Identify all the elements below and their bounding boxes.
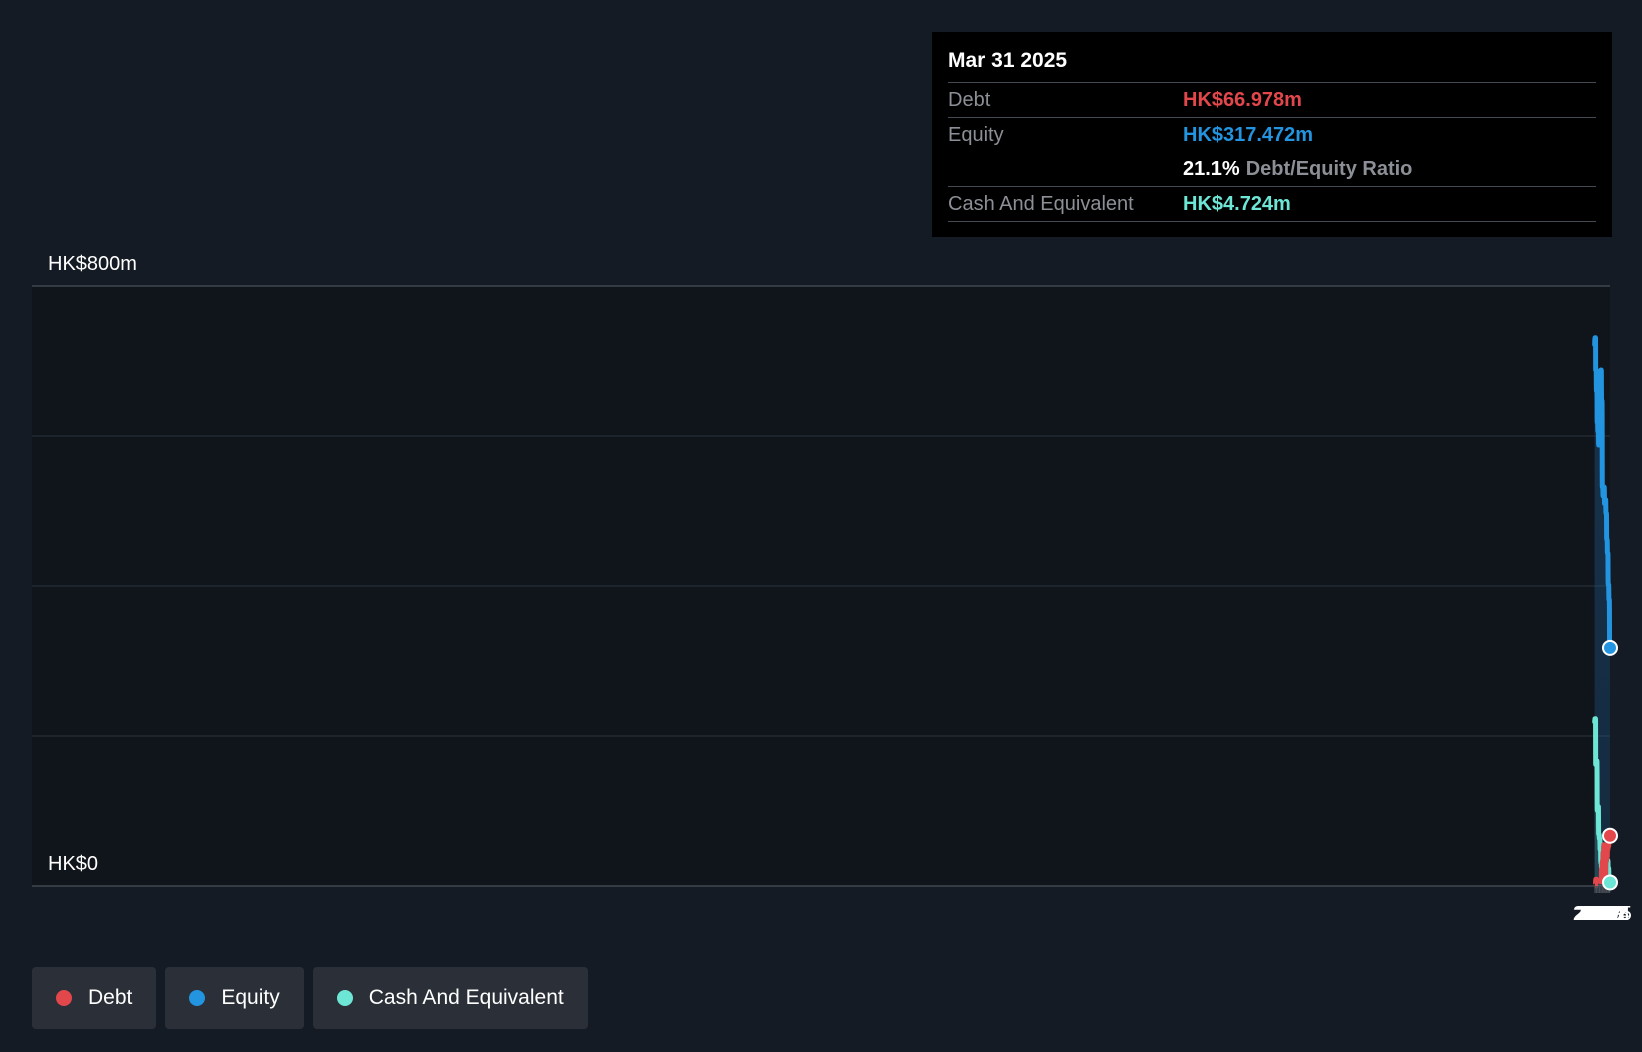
debt-line	[1593, 833, 1613, 889]
tooltip-debt-row: Debt HK$66.978m	[948, 82, 1596, 117]
equity-end-marker	[1602, 639, 1618, 656]
tooltip-debt-value: HK$66.978m	[1183, 89, 1302, 111]
tooltip-ratio-row: 21.1% Debt/Equity Ratio	[948, 152, 1596, 186]
chart-legend: Debt Equity Cash And Equivalent	[32, 967, 588, 1029]
equity-line	[1592, 335, 1613, 651]
y-axis-top-label: HK$800m	[48, 253, 137, 275]
tooltip-equity-row: Equity HK$317.472m	[948, 117, 1596, 152]
x-tick-label: 2015	[1573, 903, 1618, 925]
x-tick-label: 2021	[1582, 903, 1627, 925]
tooltip-cash-row: Cash And Equivalent HK$4.724m	[948, 186, 1596, 222]
x-tick-label: 2017	[1576, 903, 1621, 925]
legend-cash-label: Cash And Equivalent	[368, 986, 564, 1009]
tooltip-panel: Mar 31 2025 Debt HK$66.978m Equity HK$31…	[932, 32, 1612, 237]
legend-item-debt[interactable]: Debt	[32, 967, 157, 1029]
debt-end-marker	[1602, 827, 1618, 844]
x-tick-label: 2020	[1580, 903, 1625, 925]
y-axis-bottom-label: HK$0	[48, 853, 98, 875]
tooltip-cash-value: HK$4.724m	[1183, 193, 1291, 215]
debt-dot-icon	[56, 990, 72, 1006]
equity-area	[1594, 337, 1610, 886]
tooltip-equity-value: HK$317.472m	[1183, 124, 1314, 146]
x-tick-label: 2018	[1577, 903, 1622, 925]
x-tick-label: 2022	[1583, 903, 1628, 925]
x-tick-label: 2024	[1586, 903, 1631, 925]
tooltip-debt-label: Debt	[948, 89, 991, 111]
legend-item-cash[interactable]: Cash And Equivalent	[312, 967, 588, 1029]
cash-dot-icon	[336, 990, 353, 1006]
x-tick-label: 2019	[1579, 903, 1624, 925]
x-tick-label: 2016	[1574, 903, 1619, 925]
x-tick-label: 2023	[1584, 903, 1629, 925]
tooltip-ratio-label: Debt/Equity Ratio	[1245, 158, 1413, 180]
tooltip-cash-label: Cash And Equivalent	[948, 193, 1134, 215]
x-tick-label: 2025	[1587, 903, 1632, 925]
legend-item-equity[interactable]: Equity	[165, 967, 304, 1029]
legend-debt-label: Debt	[88, 986, 133, 1009]
cash-end-marker	[1602, 874, 1618, 891]
equity-dot-icon	[189, 990, 206, 1006]
tooltip-equity-label: Equity	[948, 124, 1004, 146]
tooltip-date: Mar 31 2025	[948, 49, 1068, 72]
legend-equity-label: Equity	[221, 986, 280, 1009]
tooltip-ratio-value: 21.1%	[1183, 158, 1240, 180]
